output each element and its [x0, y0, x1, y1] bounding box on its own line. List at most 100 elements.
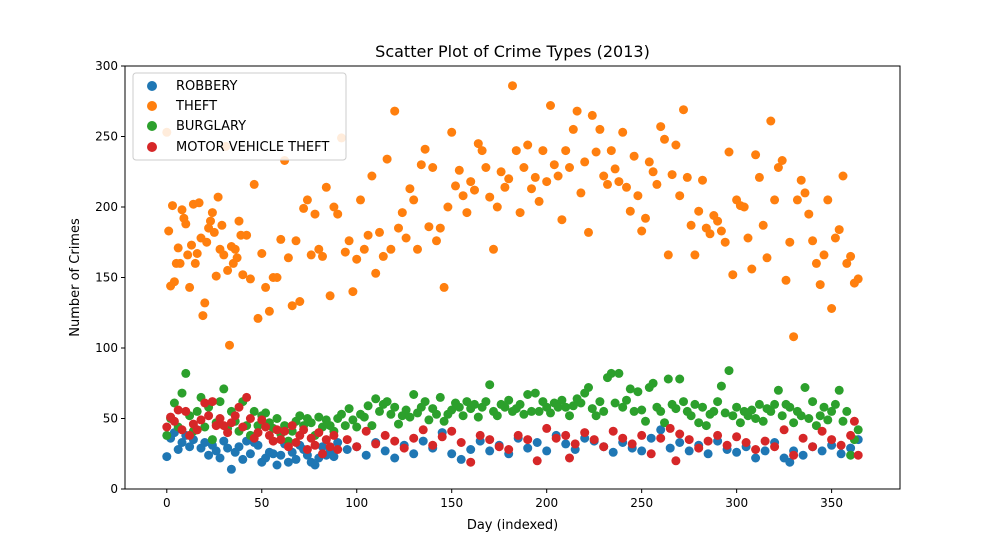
data-point-theft	[728, 270, 738, 280]
data-point-robbery	[173, 445, 183, 454]
data-point-robbery	[466, 445, 476, 454]
data-point-burglary	[386, 409, 396, 419]
data-point-theft	[439, 282, 449, 292]
legend-marker-theft	[147, 101, 157, 111]
data-point-theft	[538, 146, 548, 156]
data-point-theft	[777, 156, 787, 165]
data-point-robbery	[485, 446, 495, 456]
data-point-burglary	[842, 406, 852, 416]
data-point-theft	[198, 311, 208, 321]
data-point-theft	[789, 332, 799, 342]
data-point-burglary	[815, 411, 825, 421]
data-point-theft	[325, 291, 335, 301]
data-point-robbery	[561, 439, 571, 449]
data-point-theft	[827, 304, 837, 313]
data-point-theft	[470, 185, 479, 195]
data-point-motor-vehicle-theft	[808, 442, 818, 452]
data-point-theft	[394, 223, 403, 233]
data-point-theft	[291, 236, 301, 246]
data-point-theft	[447, 127, 457, 137]
series-theft	[162, 81, 863, 350]
data-point-burglary	[838, 416, 848, 426]
data-point-theft	[225, 340, 234, 350]
data-point-theft	[713, 216, 723, 226]
data-point-theft	[232, 253, 242, 263]
data-point-burglary	[481, 397, 491, 407]
data-point-burglary	[314, 412, 324, 422]
legend-label-burglary: BURGLARY	[176, 119, 246, 134]
data-point-robbery	[283, 457, 293, 467]
data-point-burglary	[819, 402, 829, 412]
data-point-burglary	[485, 380, 495, 390]
data-point-robbery	[223, 443, 233, 453]
data-point-burglary	[576, 398, 586, 408]
data-point-robbery	[253, 440, 263, 450]
data-point-theft	[660, 134, 669, 144]
data-point-burglary	[492, 411, 502, 421]
data-point-theft	[348, 287, 358, 297]
data-point-theft	[751, 150, 761, 160]
data-point-burglary	[622, 395, 631, 405]
data-point-burglary	[219, 384, 229, 394]
data-point-motor-vehicle-theft	[207, 397, 217, 407]
data-point-burglary	[618, 402, 628, 412]
data-point-theft	[785, 237, 795, 247]
series-burglary	[162, 366, 863, 460]
data-point-motor-vehicle-theft	[211, 421, 221, 431]
data-point-burglary	[207, 435, 217, 445]
data-point-motor-vehicle-theft	[177, 425, 187, 435]
data-point-burglary	[808, 397, 818, 407]
data-point-robbery	[751, 453, 761, 463]
data-point-theft	[219, 250, 229, 260]
data-point-theft	[500, 182, 510, 192]
data-point-burglary	[754, 399, 764, 409]
data-point-burglary	[504, 395, 514, 405]
data-point-burglary	[424, 415, 434, 425]
data-point-burglary	[249, 406, 259, 416]
data-point-motor-vehicle-theft	[665, 423, 675, 433]
data-point-theft	[648, 167, 658, 177]
data-point-motor-vehicle-theft	[732, 432, 742, 442]
data-point-motor-vehicle-theft	[380, 430, 390, 440]
data-point-motor-vehicle-theft	[234, 402, 244, 412]
data-point-theft	[614, 177, 624, 187]
x-tick-label: 350	[820, 496, 843, 510]
data-point-theft	[534, 196, 544, 206]
y-tick-label: 200	[95, 200, 118, 214]
data-point-burglary	[192, 406, 202, 416]
data-point-burglary	[690, 399, 700, 409]
data-point-robbery	[329, 452, 339, 462]
data-point-burglary	[770, 399, 780, 409]
data-point-motor-vehicle-theft	[287, 421, 297, 431]
data-point-motor-vehicle-theft	[713, 430, 723, 440]
data-point-robbery	[532, 438, 542, 447]
data-point-theft	[185, 282, 195, 292]
data-point-burglary	[363, 401, 373, 411]
data-point-burglary	[648, 378, 658, 388]
data-point-burglary	[804, 414, 814, 423]
data-point-theft	[682, 172, 692, 182]
data-point-motor-vehicle-theft	[684, 435, 694, 445]
data-point-theft	[515, 208, 525, 218]
data-point-theft	[458, 191, 468, 201]
data-point-robbery	[226, 464, 236, 474]
data-point-motor-vehicle-theft	[253, 428, 263, 438]
data-point-theft	[622, 182, 631, 192]
data-point-theft	[846, 251, 856, 261]
data-point-motor-vehicle-theft	[798, 433, 808, 443]
data-point-theft	[481, 163, 491, 172]
data-point-theft	[625, 206, 635, 216]
data-point-theft	[542, 177, 552, 187]
data-point-theft	[652, 179, 662, 189]
y-tick-label: 100	[95, 341, 118, 355]
data-point-burglary	[656, 406, 666, 416]
data-point-burglary	[200, 422, 210, 432]
data-point-theft	[675, 191, 685, 201]
data-point-burglary	[777, 411, 787, 421]
data-point-robbery	[447, 449, 457, 459]
data-point-motor-vehicle-theft	[223, 428, 233, 438]
data-point-theft	[557, 215, 567, 225]
data-point-burglary	[177, 388, 187, 398]
y-tick-label: 0	[110, 482, 118, 496]
data-point-robbery	[204, 450, 214, 460]
